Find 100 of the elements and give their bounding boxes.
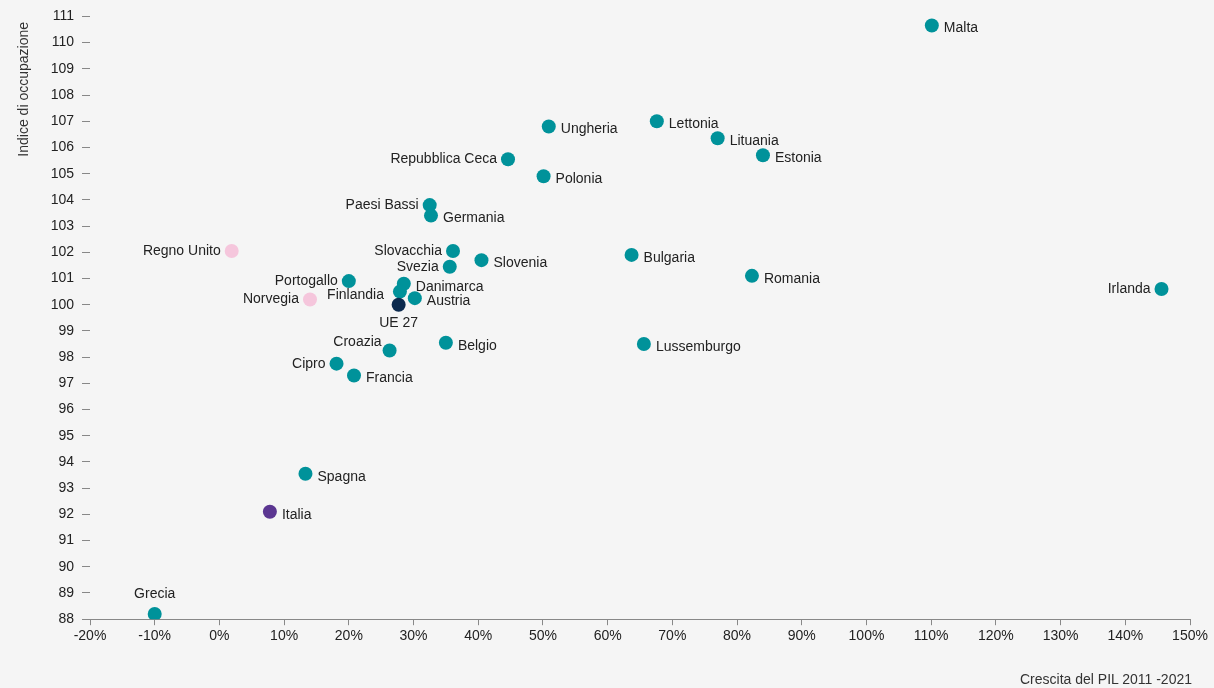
point [501,152,515,167]
annotation: Lettonia [668,115,719,132]
y-tick-label: 94 [58,452,75,469]
x-tick-label: -10% [138,627,172,644]
annotation: Finlandia [327,286,385,303]
y-axis-title: Indice di occupazione [14,21,31,157]
annotation: Slovacchia [374,241,443,258]
point [329,356,344,371]
x-tick-label: 70% [658,627,687,644]
y-tick-label: 98 [58,347,75,364]
point [624,247,639,262]
point [347,368,361,383]
annotation: Cipro [292,354,326,371]
x-tick-label: 110% [913,627,949,644]
annotation: Estonia [774,149,822,166]
point [438,335,453,350]
point [536,169,551,184]
y-tick-label: 99 [58,321,75,338]
annotation: Polonia [555,170,603,187]
y-tick-label: 103 [50,216,75,233]
annotation: Italia [281,505,312,522]
x-tick-label: 130% [1042,627,1079,644]
y-tick-label: 88 [58,610,75,627]
annotation: Austria [426,292,471,308]
point [924,18,939,33]
annotation: Lussemburgo [655,337,741,354]
y-tick-label: 100 [50,295,75,312]
y-tick-label: 110 [51,33,75,50]
y-tick-label: 89 [58,583,75,600]
x-tick-label: 150% [1172,627,1208,644]
annotation: Germania [443,209,505,226]
y-tick-label: 92 [58,505,75,522]
annotation: Bulgaria [643,248,696,265]
annotation: Paesi Bassi [345,195,419,212]
annotation: UE 27 [379,313,419,330]
annotation: Grecia [134,584,176,601]
y-tick-label: 97 [58,374,75,391]
x-tick-label: 100% [848,627,885,644]
y-tick-label: 109 [50,59,75,76]
point [744,268,759,283]
y-tick-label: 96 [58,400,75,417]
x-tick-label: -20% [73,627,107,644]
y-tick-label: 104 [50,190,75,207]
annotation: Malta [943,19,979,36]
annotation: Danimarca [415,277,484,294]
annotation: Regno Unito [142,241,221,258]
y-tick-label: 91 [58,531,75,548]
point [474,253,489,268]
point [755,148,770,163]
x-tick-label: 0% [209,627,230,644]
annotation: Repubblica Ceca [390,150,498,167]
x-tick-label: 20% [334,627,363,644]
annotation: Belgio [457,336,498,353]
point [636,337,651,352]
point [341,274,356,289]
point [1154,281,1169,296]
point [382,343,397,358]
x-tick-label: 140% [1107,627,1144,644]
y-tick-label: 90 [58,557,75,574]
point [303,292,317,307]
x-tick-label: 90% [787,627,816,644]
annotation: Spagna [317,467,366,484]
point [442,259,457,274]
annotation: Ungheria [560,120,618,137]
point [391,297,406,312]
y-tick-label: 108 [50,85,75,102]
y-tick-label: 101 [50,269,75,286]
y-tick-label: 93 [58,479,75,496]
point [224,243,239,258]
point [407,291,422,306]
y-tick-label: 105 [50,164,75,181]
point [446,243,460,258]
annotation: Slovenia [493,254,548,270]
point [262,504,277,519]
annotation: Svezia [396,257,439,274]
point [392,284,407,299]
y-tick-label: 95 [58,426,75,443]
x-tick-label: 80% [723,627,752,644]
annotation: Croazia [333,333,382,350]
point [710,131,725,146]
point [147,606,162,620]
x-tick-label: 10% [270,627,299,644]
annotation: Francia [366,369,413,386]
x-tick-label: 30% [399,627,428,644]
x-tick-label: 50% [528,627,557,644]
point [424,208,438,223]
annotation: Lituania [729,132,779,149]
y-tick-label: 111 [52,7,75,24]
annotation: Norvegia [242,290,300,307]
y-tick-label: 107 [50,112,75,129]
point [649,114,664,129]
annotation: Irlanda [1107,279,1151,296]
x-tick-label: 120% [977,627,1014,644]
x-tick-label: 60% [593,627,622,644]
point [298,466,313,481]
point [541,119,556,134]
y-tick-label: 102 [50,243,75,260]
y-tick-label: 106 [50,138,75,155]
annotation: Romania [763,269,821,286]
x-tick-label: 40% [464,627,493,644]
